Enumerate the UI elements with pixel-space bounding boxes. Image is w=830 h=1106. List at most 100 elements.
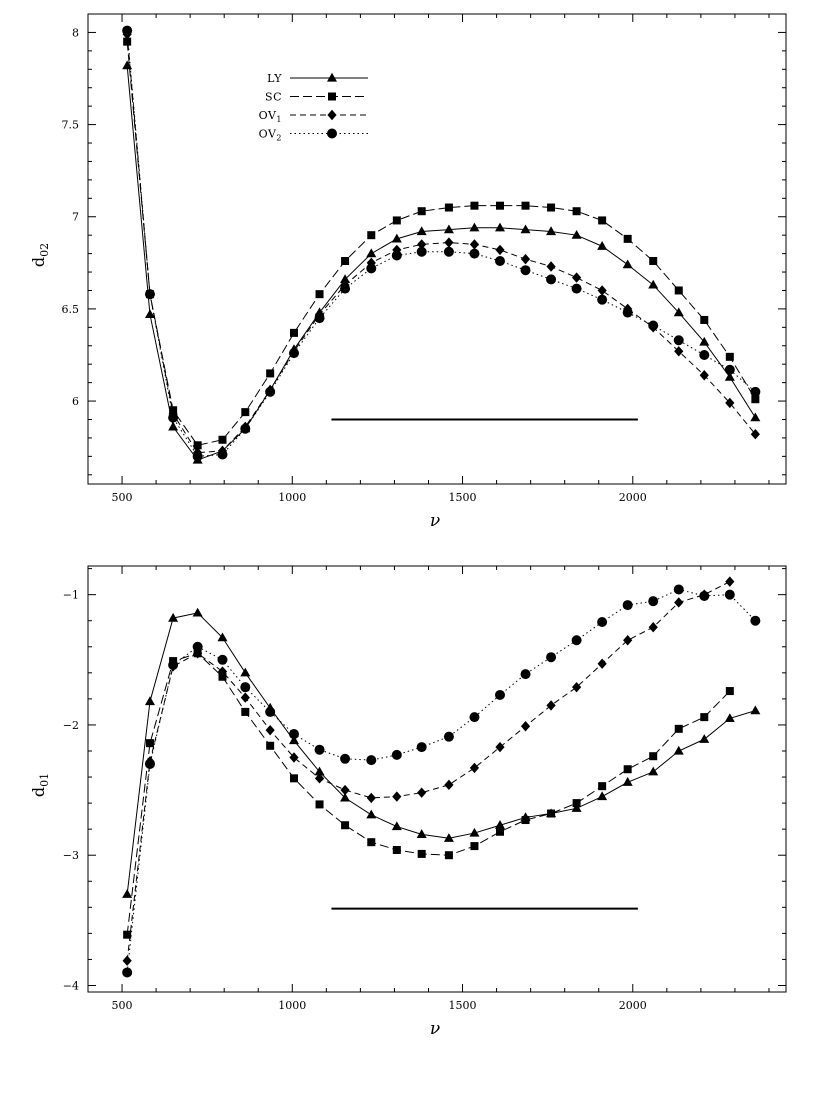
data-point-OV1 <box>193 648 203 659</box>
data-point-OV2 <box>265 386 276 397</box>
series-OV2 <box>122 25 761 462</box>
data-point-OV2 <box>622 307 633 318</box>
data-point-LY <box>750 412 761 422</box>
data-point-OV2 <box>240 682 251 693</box>
legend: LY SC OV1 OV2 <box>259 72 368 143</box>
data-point-OV2 <box>265 706 276 717</box>
data-point-OV1 <box>444 779 454 791</box>
data-point-LY <box>340 792 351 802</box>
data-point-LY <box>622 259 633 269</box>
data-point-SC <box>218 435 227 444</box>
data-point-OV1 <box>674 346 684 357</box>
data-point-SC <box>417 849 426 858</box>
data-point-SC <box>495 201 504 210</box>
data-point-SC <box>241 408 250 417</box>
data-point-LY <box>648 766 659 776</box>
data-point-LY <box>391 233 402 243</box>
data-point-SC <box>266 741 275 750</box>
data-point-LY <box>750 705 761 715</box>
data-point-SC <box>674 286 683 295</box>
data-point-OV1 <box>495 244 505 256</box>
data-point-LY <box>168 612 179 622</box>
legend-label-LY: LY <box>267 72 282 85</box>
data-point-OV2 <box>469 712 480 723</box>
legend-label-OV2: OV2 <box>259 128 282 143</box>
series-line-SC <box>126 652 731 935</box>
series-OV1 <box>122 29 760 458</box>
legend-label-subscript: 1 <box>276 115 282 124</box>
data-point-LY <box>391 821 402 831</box>
data-point-OV2 <box>144 289 155 300</box>
data-point-SC <box>649 256 658 265</box>
legend-label-OV1: OV1 <box>259 109 282 124</box>
data-point-OV2 <box>469 248 480 259</box>
data-point-LY <box>597 241 608 250</box>
data-point-LY <box>494 820 505 829</box>
data-point-SC <box>674 724 683 733</box>
data-point-SC <box>623 234 632 243</box>
data-point-OV1 <box>289 752 299 763</box>
y-tick-label: 7.5 <box>62 119 80 132</box>
y-tick-label: −2 <box>63 719 79 732</box>
data-point-LY <box>366 248 377 258</box>
data-point-SC <box>218 672 227 681</box>
series-line-LY <box>126 65 756 461</box>
data-point-OV1 <box>699 370 709 381</box>
data-point-OV2 <box>443 246 454 257</box>
y-axis-label-subscript: 01 <box>38 773 51 787</box>
x-tick-label: 1500 <box>449 999 477 1012</box>
data-point-OV2 <box>648 320 659 331</box>
data-point-OV2 <box>391 749 402 760</box>
data-point-SC <box>417 207 426 216</box>
data-point-OV1 <box>122 955 132 966</box>
data-point-LY <box>443 833 454 842</box>
data-point-LY <box>168 421 179 431</box>
data-point-OV2 <box>494 255 505 266</box>
data-point-LY <box>443 224 454 234</box>
data-point-SC <box>572 799 581 808</box>
legend-marker-OV1 <box>327 109 337 121</box>
data-point-OV2 <box>192 641 203 652</box>
data-point-OV1 <box>674 597 684 608</box>
data-point-SC <box>444 203 453 212</box>
legend-label-subscript: 2 <box>276 134 282 143</box>
data-point-OV2 <box>288 348 299 359</box>
x-axis-label: ν <box>430 511 440 531</box>
series-line-LY <box>126 612 756 895</box>
data-point-OV1 <box>648 622 658 633</box>
x-tick-label: 2000 <box>619 491 647 504</box>
series-OV2 <box>122 584 761 978</box>
x-tick-label: 1000 <box>278 491 306 504</box>
data-point-OV2 <box>340 753 351 764</box>
series-LY <box>122 607 761 898</box>
data-point-OV2 <box>192 451 203 462</box>
data-point-LY <box>699 734 710 743</box>
data-point-OV1 <box>417 787 427 798</box>
y-tick-label: 6.5 <box>62 303 80 316</box>
data-point-OV2 <box>416 742 427 753</box>
data-point-SC <box>289 328 298 337</box>
data-point-SC <box>751 395 760 404</box>
data-point-OV2 <box>391 250 402 261</box>
data-point-LY <box>724 713 735 723</box>
legend-marker-LY <box>327 72 337 82</box>
y-tick-label: −4 <box>63 979 79 992</box>
data-point-OV2 <box>571 635 582 646</box>
data-point-LY <box>673 307 684 317</box>
series-line-OV2 <box>126 30 756 457</box>
legend-marker-SC <box>328 92 336 101</box>
data-point-LY <box>122 889 133 898</box>
y-tick-label: 6 <box>72 395 79 408</box>
data-point-OV2 <box>597 294 608 305</box>
data-point-SC <box>470 201 479 210</box>
data-point-LY <box>192 607 203 617</box>
data-point-OV1 <box>366 257 376 269</box>
data-point-SC <box>145 739 154 748</box>
data-point-OV2 <box>520 669 531 680</box>
data-point-OV2 <box>699 349 710 360</box>
data-point-SC <box>547 203 556 212</box>
data-point-LY <box>416 226 427 236</box>
y-tick-label: −1 <box>63 589 79 602</box>
data-point-OV1 <box>495 741 505 753</box>
series-OV1 <box>122 576 735 966</box>
